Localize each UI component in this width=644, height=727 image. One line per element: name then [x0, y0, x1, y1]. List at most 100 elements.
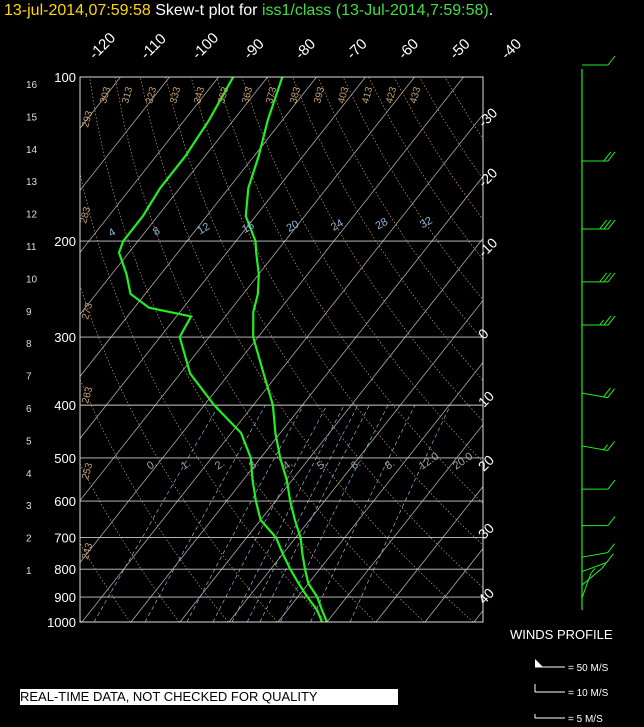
dry-adiabat	[292, 77, 483, 381]
lower-mixing-ratio-label: 1.	[179, 457, 193, 472]
header-suffix: .	[488, 2, 494, 19]
wind-barb-flag	[599, 272, 608, 283]
dry-adiabat	[80, 171, 327, 622]
wind-barb-flag	[607, 272, 616, 283]
winds-profile-title: WINDS PROFILE	[510, 627, 613, 642]
header-datetime: 13-jul-2014,07:59:58	[4, 2, 151, 19]
temperature-trace	[244, 77, 329, 622]
lower-mixing-ratio-label: 0.	[145, 457, 159, 472]
dry-adiabat	[190, 77, 483, 546]
dry-adiabat	[80, 378, 229, 622]
top-temperature-label: -110	[137, 30, 169, 62]
pressure-label: 300	[54, 330, 76, 345]
dry-adiabat	[114, 77, 425, 622]
top-temperature-label: -120	[86, 30, 119, 63]
potential-temperature-label: 413	[360, 85, 375, 104]
mixing-ratio-label: 20	[285, 218, 302, 235]
dry-adiabat	[241, 77, 483, 463]
dry-adiabat	[266, 77, 483, 422]
top-temperature-label: -40	[498, 35, 525, 62]
dry-adiabat	[444, 77, 483, 140]
wind-legend-label: = 5 M/S	[568, 714, 603, 725]
height-km-label: 9	[26, 307, 32, 318]
wind-barb	[581, 562, 607, 573]
plot-area	[0, 77, 644, 622]
potential-temperature-label: 253	[80, 461, 95, 480]
pressure-label: 500	[54, 451, 76, 466]
mixing-ratio-label: 32	[418, 215, 435, 232]
mixing-ratio-label: 16	[240, 219, 257, 236]
height-km-label: 15	[26, 112, 38, 123]
isotherm-line	[80, 77, 317, 378]
isotherm-line	[81, 113, 483, 622]
isotherm-line	[375, 485, 483, 622]
wind-legend-label: = 10 M/S	[568, 688, 609, 699]
lower-mixing-ratio-label: 20.0	[451, 450, 475, 472]
right-temperature-label: 40	[475, 585, 497, 607]
height-km-label: 2	[26, 534, 32, 545]
pressure-label: 800	[54, 562, 76, 577]
isotherm-line	[523, 77, 644, 622]
isotherm-line	[0, 77, 23, 622]
potential-temperature-label: 293	[80, 109, 95, 128]
dry-adiabat	[368, 77, 483, 261]
isotherm-line	[228, 299, 483, 622]
potential-temperature-label: 283	[78, 205, 93, 224]
isotherm-line	[179, 237, 483, 622]
isotherm-line	[80, 77, 268, 316]
wind-barb-flag	[607, 219, 616, 230]
height-km-label: 4	[26, 469, 32, 480]
wind-barb-flag	[603, 315, 612, 326]
height-km-label: 5	[26, 436, 32, 447]
wind-barb	[581, 392, 608, 399]
pressure-label: 700	[54, 531, 76, 546]
wind-barb-flag	[603, 387, 611, 398]
top-temperature-label: -80	[292, 35, 319, 62]
dry-adiabat	[165, 77, 483, 589]
plot-frame	[79, 76, 484, 623]
wind-barb-flag	[607, 315, 616, 326]
potential-temperature-label: 393	[312, 85, 327, 104]
lower-mixing-ratio-label: 2.	[213, 457, 227, 472]
wind-barb-flag	[599, 219, 608, 230]
wind-barb-flag	[607, 55, 616, 66]
chart-header: 13-jul-2014,07:59:58 Skew-t plot for iss…	[4, 2, 493, 20]
dry-adiabat	[216, 77, 483, 504]
mixing-ratio-label: 12	[196, 221, 213, 238]
mixing-ratio-line	[212, 404, 328, 622]
dry-adiabat	[89, 77, 376, 622]
pressure-label: 200	[54, 234, 76, 249]
height-km-label: 14	[26, 145, 38, 156]
dry-adiabat	[80, 462, 180, 622]
top-temperature-label: -100	[189, 30, 222, 63]
dewpoint-trace	[117, 77, 324, 622]
height-km-label: 11	[26, 242, 37, 253]
wind-barb	[581, 552, 608, 558]
wind-barb-flag	[607, 388, 615, 398]
potential-temperature-label: 313	[120, 85, 135, 104]
mixing-ratio-line	[231, 404, 345, 622]
pressure-label: 1000	[47, 615, 76, 630]
pressure-label: 100	[54, 70, 76, 85]
mixing-ratio-label: 24	[329, 217, 346, 234]
wind-barb-half	[590, 568, 596, 574]
potential-temperature-label: 263	[80, 385, 95, 404]
potential-temperature-label: 373	[264, 85, 279, 104]
isotherm-line	[326, 423, 483, 622]
wind-barb-flag	[606, 553, 614, 563]
pressure-label: 600	[54, 494, 76, 509]
potential-temperature-label: 323	[144, 85, 159, 104]
potential-temperature-label: 433	[408, 85, 423, 104]
wind-barb	[581, 567, 603, 586]
pressure-label: 400	[54, 398, 76, 413]
wind-legend-pennant	[535, 659, 543, 667]
height-km-label: 3	[26, 501, 32, 512]
height-km-label: 16	[26, 80, 38, 91]
pressure-label: 900	[54, 590, 76, 605]
right-temperature-label: 30	[475, 520, 497, 542]
wind-barb-half	[603, 444, 608, 451]
isotherm-line	[80, 77, 219, 254]
mixing-ratio-label: 28	[374, 216, 391, 233]
dry-adiabat	[80, 542, 131, 622]
right-temperature-label: -10	[475, 234, 501, 260]
